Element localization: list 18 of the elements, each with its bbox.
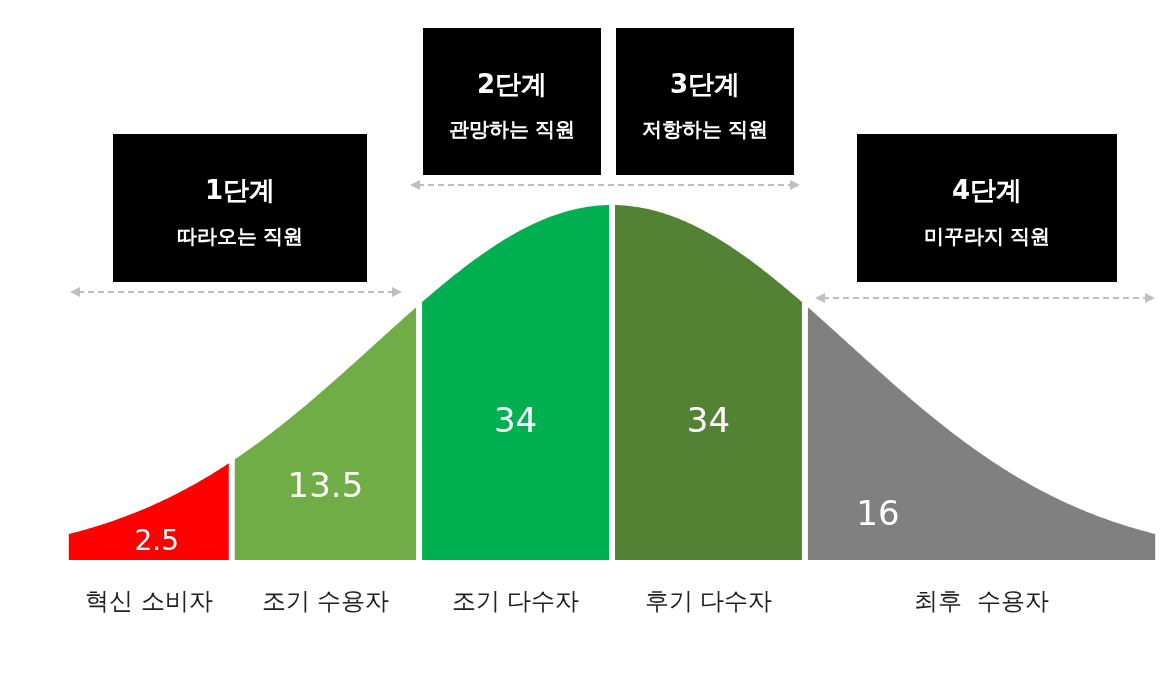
text: 3단계 bbox=[669, 68, 741, 99]
data-label: 16 bbox=[856, 492, 900, 533]
text: 미꾸라지 직원 bbox=[923, 224, 1051, 249]
text: 저항하는 직원 bbox=[641, 117, 769, 142]
text: 2단계 bbox=[476, 68, 548, 99]
data-label: 34 bbox=[686, 400, 731, 441]
category-label: 최후 수용자 bbox=[913, 587, 1050, 615]
category-label: 혁신 소비자 bbox=[84, 587, 213, 615]
category-label: 조기 수용자 bbox=[261, 587, 390, 615]
text: 1단계 bbox=[204, 175, 276, 206]
text: 따라오는 직원 bbox=[176, 224, 304, 249]
category-label: 후기 다수자 bbox=[644, 587, 773, 615]
data-label: 34 bbox=[493, 400, 538, 441]
category-label: 조기 다수자 bbox=[451, 587, 580, 615]
text: 관망하는 직원 bbox=[448, 117, 576, 142]
text: 4단계 bbox=[951, 175, 1023, 206]
data-label: 2.5 bbox=[134, 524, 180, 557]
data-label: 13.5 bbox=[287, 465, 364, 506]
